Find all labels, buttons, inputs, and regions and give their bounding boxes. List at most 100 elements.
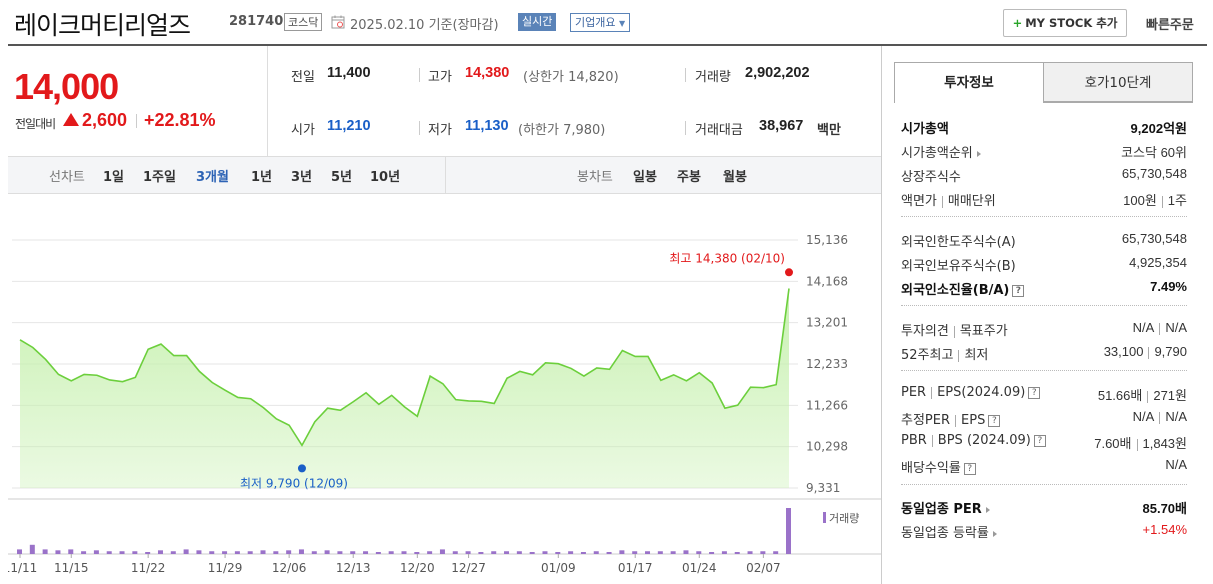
info-label[interactable]: 동일업종 등락률 bbox=[901, 522, 997, 541]
volume-bar bbox=[734, 552, 740, 554]
arrow-right-icon bbox=[985, 506, 990, 513]
candle-daily[interactable]: 일봉 bbox=[633, 170, 657, 185]
volume-legend-label: 거래량 bbox=[829, 512, 859, 525]
info-label[interactable]: 동일업종 PER bbox=[901, 498, 990, 517]
volume-bar bbox=[786, 508, 791, 554]
volume-bar bbox=[196, 550, 202, 554]
volume-bar bbox=[209, 551, 215, 554]
divider bbox=[955, 414, 957, 427]
info-label-secondary: 매매단위 bbox=[947, 194, 996, 209]
info-label: 외국인한도주식수(A) bbox=[901, 231, 1016, 250]
info-value-text: 4,925,354 bbox=[1129, 255, 1187, 270]
info-row: 시가총액순위 코스닥 60위 bbox=[901, 140, 1187, 162]
info-label[interactable]: 시가총액순위 bbox=[901, 142, 981, 161]
info-label-text: PER bbox=[901, 385, 927, 400]
info-value-text: 100원 bbox=[1123, 193, 1157, 208]
period-3y[interactable]: 3년 bbox=[291, 170, 313, 185]
upper-limit: (상한가 14,820) bbox=[523, 70, 619, 85]
period-3m[interactable]: 3개월 bbox=[196, 170, 229, 185]
help-icon[interactable]: ? bbox=[963, 462, 976, 475]
info-value: 33,100 9,790 bbox=[1104, 344, 1187, 359]
volume-bar bbox=[81, 551, 87, 554]
info-label-text: 외국인보유주식수(B) bbox=[901, 259, 1016, 274]
realtime-button[interactable]: 실시간 bbox=[518, 13, 557, 31]
volume-bar bbox=[68, 549, 74, 554]
tab-active-gap bbox=[895, 101, 1043, 103]
x-tick-label: 01/17 bbox=[618, 561, 653, 575]
info-row: PER EPS(2024.09)? 51.66배 271원 bbox=[901, 383, 1187, 405]
change-rate: +22.81% bbox=[144, 110, 216, 130]
volume-bar bbox=[222, 551, 228, 554]
info-row: 상장주식수 65,730,548 bbox=[901, 164, 1187, 186]
info-value-text: N/A bbox=[1132, 320, 1155, 335]
date-text: 2025.02.10 기준(장마감) bbox=[350, 14, 499, 33]
open-label: 시가 bbox=[291, 123, 315, 138]
period-10y[interactable]: 10년 bbox=[370, 170, 401, 185]
help-icon[interactable]: ? bbox=[1028, 386, 1041, 399]
info-label-text: 동일업종 등락률 bbox=[901, 526, 989, 541]
volume-bar bbox=[298, 549, 304, 554]
volume-bar bbox=[157, 550, 163, 554]
help-icon[interactable]: ? bbox=[1012, 284, 1025, 297]
y-tick-label: 11,266 bbox=[806, 398, 848, 412]
period-1d[interactable]: 1일 bbox=[103, 170, 125, 185]
period-5y[interactable]: 5년 bbox=[331, 170, 353, 185]
info-value: 7.60배 1,843원 bbox=[1094, 433, 1187, 452]
divider bbox=[953, 325, 955, 338]
info-label-text: 시가총액 bbox=[901, 122, 949, 137]
divider bbox=[419, 68, 420, 82]
volume-value: 2,902,202 bbox=[745, 65, 810, 81]
y-tick-label: 13,201 bbox=[806, 316, 848, 330]
volume-bar bbox=[337, 551, 343, 554]
volume-bar bbox=[350, 551, 356, 554]
info-row: 외국인소진율(B/A)? 7.49% bbox=[901, 277, 1187, 299]
info-label: 외국인보유주식수(B) bbox=[901, 255, 1016, 274]
candle-monthly[interactable]: 월봉 bbox=[723, 170, 747, 185]
tab-order-book[interactable]: 호가10단계 bbox=[1043, 62, 1193, 102]
quick-order-link[interactable]: 빠른주문 bbox=[1146, 18, 1194, 33]
volume-bar bbox=[721, 551, 727, 554]
info-value-text: N/A bbox=[1132, 409, 1155, 424]
info-label-text: 시가총액순위 bbox=[901, 146, 973, 161]
info-label: 액면가 매매단위 bbox=[901, 190, 996, 209]
trade-value-label: 거래대금 bbox=[695, 123, 743, 138]
company-overview-dropdown[interactable]: 기업개요 ▼ bbox=[570, 13, 631, 32]
volume-bar bbox=[273, 551, 279, 554]
add-my-stock-button[interactable]: + MY STOCK 추가 bbox=[1003, 9, 1127, 37]
add-my-stock-label: MY STOCK 추가 bbox=[1025, 16, 1118, 30]
volume-bar bbox=[42, 549, 48, 554]
volume-bar bbox=[363, 551, 369, 554]
lower-limit: (하한가 7,980) bbox=[518, 123, 606, 138]
volume-bar bbox=[645, 551, 651, 554]
volume-label: 거래량 bbox=[695, 70, 731, 85]
info-label-text: 52주최고 bbox=[901, 348, 954, 363]
volume-bar bbox=[375, 552, 381, 554]
info-value-text: N/A bbox=[1165, 457, 1187, 472]
info-value-text: 65,730,548 bbox=[1121, 231, 1187, 246]
volume-bar bbox=[439, 549, 445, 554]
price-chart: 15,136 14,168 13,201 12,233 11,266 10,298 9,33… bbox=[8, 194, 881, 584]
volume-bar bbox=[119, 551, 125, 554]
x-tick-label: 11/11 bbox=[8, 561, 37, 575]
divider bbox=[1148, 346, 1150, 359]
period-1y[interactable]: 1년 bbox=[251, 170, 273, 185]
candle-weekly[interactable]: 주봉 bbox=[677, 170, 701, 185]
help-icon[interactable]: ? bbox=[1033, 434, 1046, 447]
info-value-text: 33,100 bbox=[1103, 344, 1144, 359]
stock-header: 레이크머티리얼즈 281740 코스닥 2025.02.10 기준(장마감) 실… bbox=[0, 0, 1213, 46]
volume-bar bbox=[183, 549, 189, 554]
info-value: 4,925,354 bbox=[1129, 255, 1187, 270]
help-icon[interactable]: ? bbox=[988, 414, 1001, 427]
divider bbox=[685, 121, 686, 135]
info-value: N/A bbox=[1165, 457, 1187, 472]
volume-legend-swatch bbox=[823, 512, 826, 523]
period-1w[interactable]: 1주일 bbox=[143, 170, 176, 185]
volume-bar bbox=[683, 550, 689, 554]
x-tick-label: 01/24 bbox=[682, 561, 717, 575]
tab-underline bbox=[894, 102, 1193, 103]
section-divider bbox=[901, 370, 1187, 371]
info-value: 9,202억원 bbox=[1131, 118, 1187, 137]
x-tick-label: 12/06 bbox=[272, 561, 307, 575]
tab-investment-info[interactable]: 투자정보 bbox=[894, 62, 1044, 102]
x-tick-label: 01/09 bbox=[541, 561, 576, 575]
